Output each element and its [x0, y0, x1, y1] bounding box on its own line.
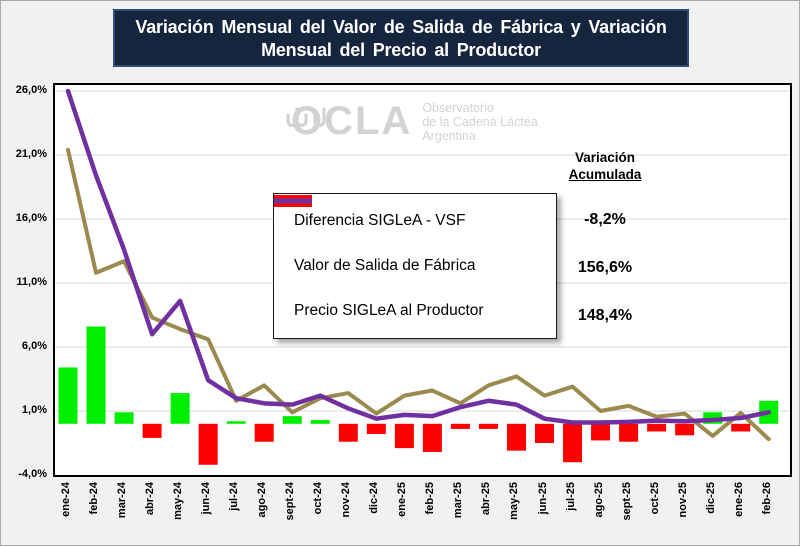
legend-item-diferencia: Diferencia SIGLeA - VSF — [274, 195, 556, 230]
x-axis-label-feb-25: feb-25 — [424, 482, 437, 515]
bar-ago-24 — [254, 423, 274, 442]
bar-nov-24 — [338, 423, 358, 442]
x-axis-label-jul-25: jul-25 — [564, 482, 577, 511]
bar-jul-24 — [226, 421, 246, 424]
legend-item-vsf: Valor de Salida de Fábrica — [274, 198, 556, 275]
y-axis-label-21,0%: 21,0% — [15, 148, 47, 160]
x-axis-label-dic-25: dic-25 — [704, 482, 717, 514]
x-axis-label-mar-25: mar-25 — [452, 482, 465, 519]
x-axis-label-jul-24: jul-24 — [228, 482, 241, 511]
y-axis-label-26,0%: 26,0% — [15, 84, 47, 96]
y-axis-label-1,0%: 1,0% — [21, 404, 47, 416]
x-axis-label-abr-24: abr-24 — [144, 482, 157, 516]
y-axis-label-11,0%: 11,0% — [16, 276, 47, 288]
y-axis-label-6,0%: 6,0% — [21, 340, 47, 352]
x-axis-label-oct-24: oct-24 — [312, 482, 325, 515]
x-axis-label-ago-24: ago-24 — [256, 482, 269, 518]
chart-title-line1: Variación Mensual del Valor de Salida de… — [135, 17, 667, 37]
bar-feb-25 — [422, 423, 442, 452]
bar-ene-25 — [394, 423, 414, 449]
plot-border — [53, 83, 792, 477]
bar-oct-25 — [647, 423, 667, 432]
bar-jul-25 — [563, 423, 583, 463]
x-axis-label-sept-25: sept-25 — [620, 482, 633, 521]
line-vsf — [66, 147, 771, 442]
line-siglea — [65, 88, 771, 425]
x-axis-label-may-24: may-24 — [172, 482, 185, 520]
x-axis-label-ene-26: ene-26 — [732, 482, 745, 517]
bar-feb-24 — [86, 326, 106, 424]
chart-title-line2: Mensual del Precio al Productor — [261, 40, 541, 60]
bar-oct-24 — [310, 419, 330, 424]
bar-mar-24 — [114, 412, 134, 424]
x-axis-label-abr-25: abr-25 — [480, 482, 493, 516]
bar-jun-25 — [535, 423, 555, 443]
bar-jun-24 — [198, 423, 218, 465]
accumulated-header-line1: Variación — [574, 150, 636, 165]
x-axis-label-ene-24: ene-24 — [60, 482, 72, 517]
x-axis-label-jun-25: jun-25 — [536, 482, 549, 515]
bar-abr-24 — [142, 423, 162, 438]
x-axis-label-nov-25: nov-25 — [676, 482, 689, 518]
legend-label-siglea: Precio SIGLeA al Productor — [294, 302, 484, 320]
bar-may-24 — [170, 393, 190, 424]
legend-label-vsf: Valor de Salida de Fábrica — [294, 256, 476, 274]
accumulated-variation-header: Variación Acumulada — [557, 149, 653, 183]
x-axis-label-may-25: may-25 — [508, 482, 521, 520]
bar-mar-25 — [450, 423, 470, 429]
x-axis-label-nov-24: nov-24 — [340, 482, 353, 518]
x-axis-label-feb-24: feb-24 — [88, 482, 101, 515]
legend: Diferencia SIGLeA - VSF Valor de Salida … — [273, 193, 557, 339]
bar-may-25 — [506, 423, 526, 451]
siglea-line-swatch-icon — [274, 198, 312, 204]
chart-title: Variación Mensual del Valor de Salida de… — [113, 9, 689, 67]
bar-ene-24 — [58, 367, 78, 424]
x-axis-label-ene-25: ene-25 — [396, 482, 409, 517]
x-axis-label-mar-24: mar-24 — [116, 482, 129, 519]
accumulated-value-diferencia: -8,2% — [584, 211, 626, 228]
x-axis-label-sept-24: sept-24 — [284, 482, 297, 521]
legend-label-diferencia: Diferencia SIGLeA - VSF — [294, 211, 466, 229]
y-axis-label--4,0%: -4,0% — [18, 468, 47, 480]
bar-ene-26 — [731, 423, 751, 432]
x-axis-label-feb-26: feb-26 — [760, 482, 773, 515]
bar-ago-25 — [591, 423, 611, 441]
x-axis-label-ago-25: ago-25 — [592, 482, 605, 518]
bar-nov-25 — [675, 423, 695, 436]
bar-dic-24 — [366, 423, 386, 435]
bar-abr-25 — [478, 423, 498, 429]
bar-sept-25 — [619, 423, 639, 442]
y-axis-label-16,0%: 16,0% — [15, 212, 47, 224]
accumulated-value-siglea: 148,4% — [577, 307, 633, 324]
legend-item-siglea: Precio SIGLeA al Productor — [274, 198, 556, 320]
x-axis-label-jun-24: jun-24 — [200, 482, 213, 515]
bar-sept-24 — [282, 416, 302, 424]
accumulated-header-line2: Acumulada — [568, 167, 642, 182]
accumulated-value-vsf: 156,6% — [577, 259, 633, 276]
x-axis-label-oct-25: oct-25 — [648, 482, 661, 515]
x-axis-label-dic-24: dic-24 — [368, 482, 381, 514]
